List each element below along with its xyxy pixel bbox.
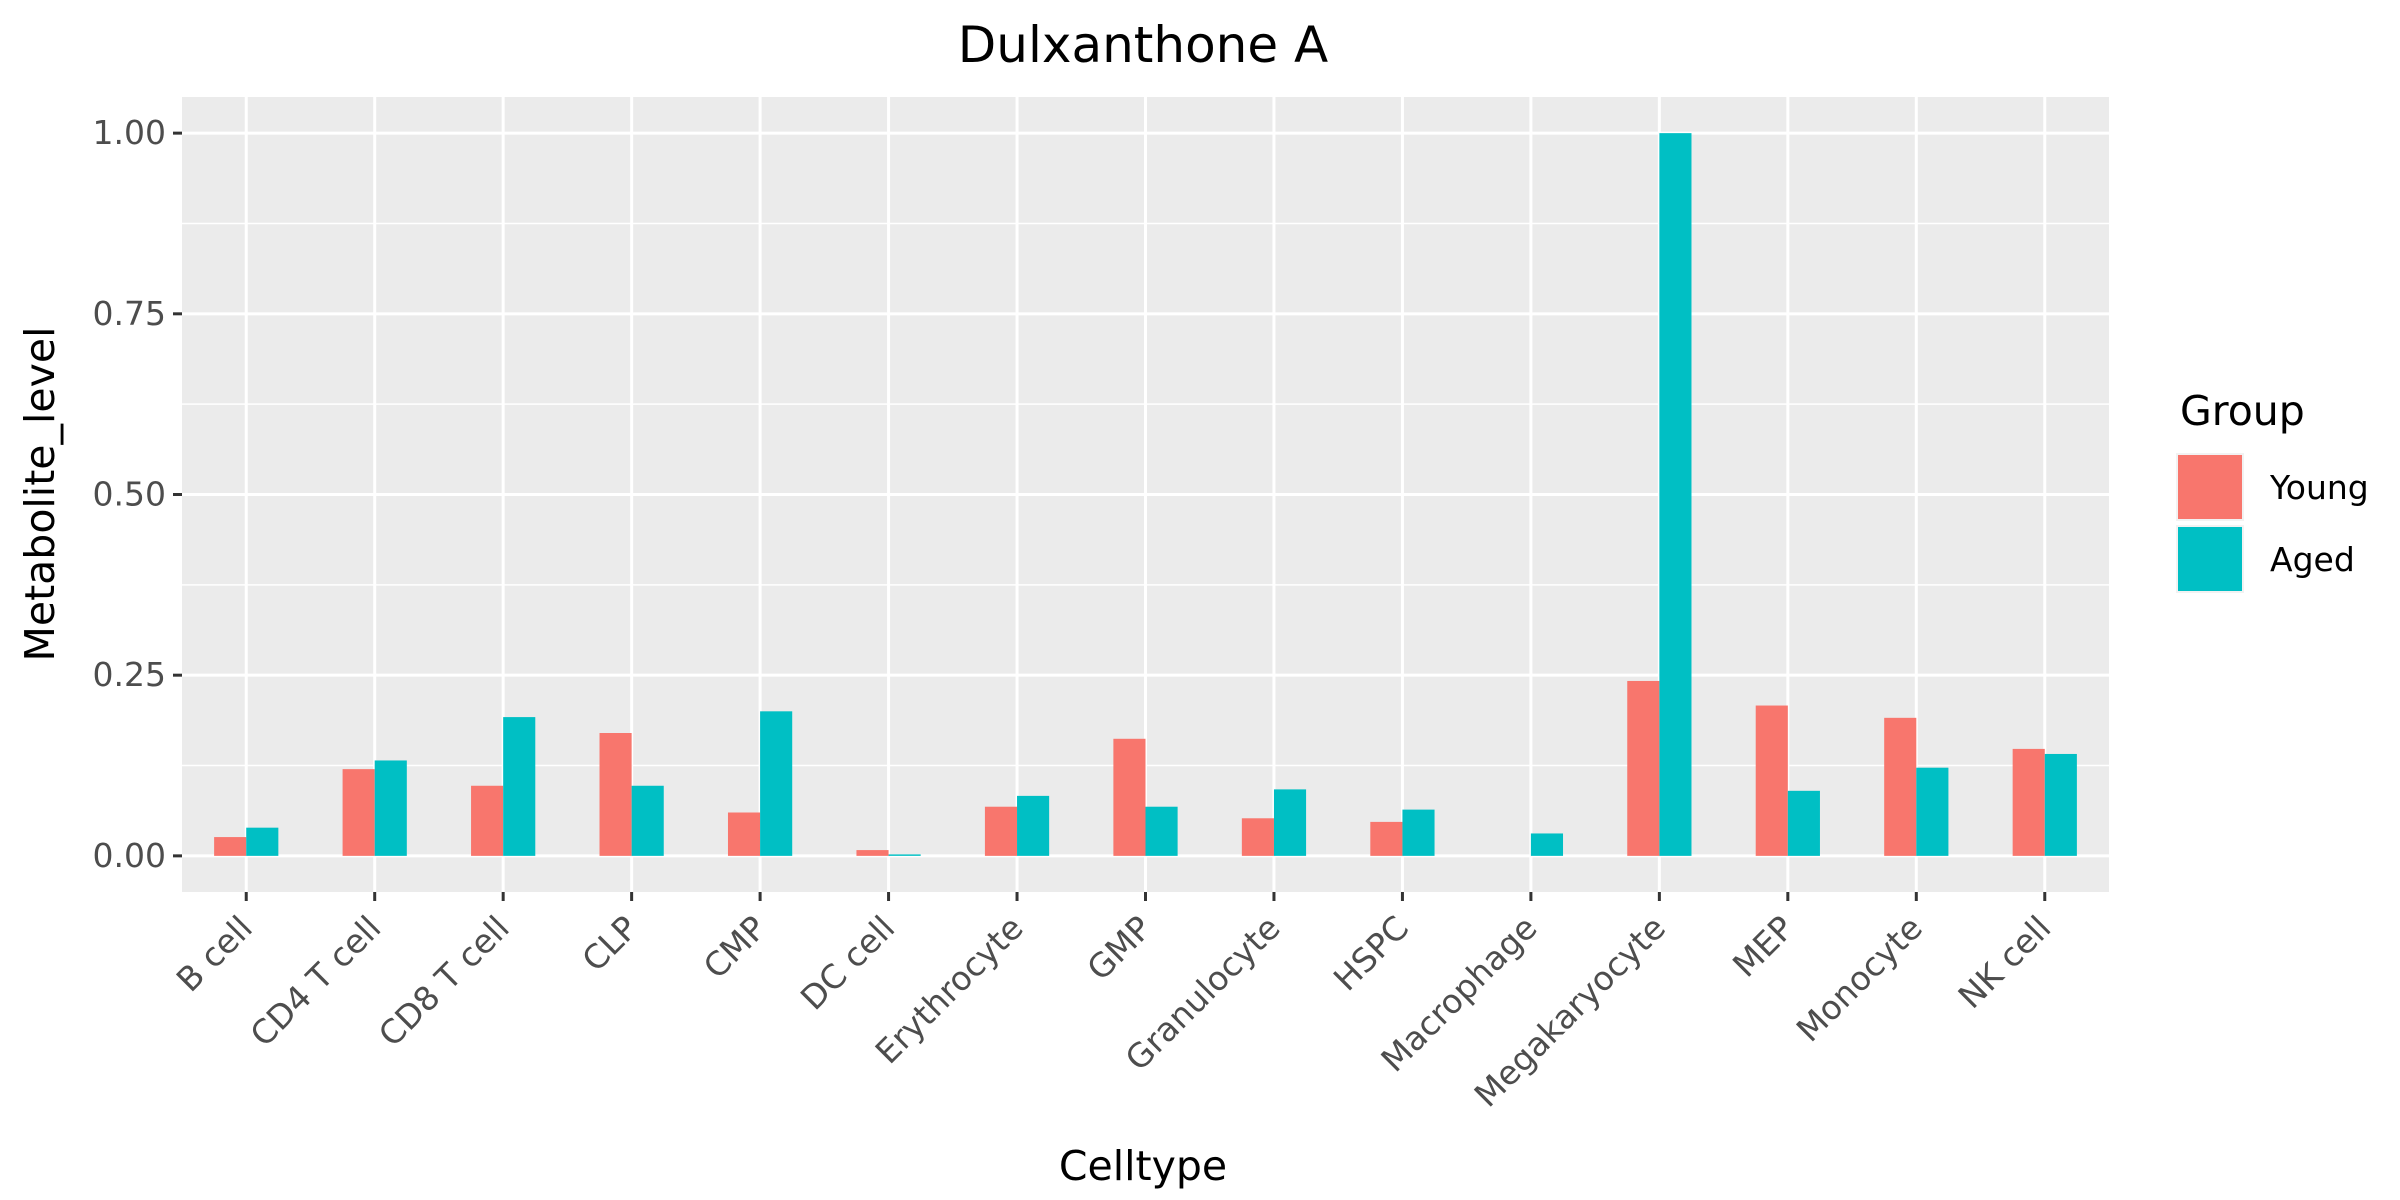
- y-tick-label: 0.00: [93, 836, 166, 875]
- bar-aged-10: [1530, 833, 1564, 856]
- bar-young-14: [2012, 748, 2045, 856]
- x-tick-label: B cell: [169, 908, 260, 999]
- x-tick-label: GMP: [1079, 908, 1159, 988]
- x-axis-title: Celltype: [1059, 1142, 1227, 1190]
- bar-aged-8: [1273, 789, 1307, 856]
- y-tick-label: 1.00: [93, 113, 166, 152]
- bar-aged-0: [246, 827, 279, 856]
- bar-young-11: [1627, 680, 1660, 856]
- x-tick-label: MEP: [1725, 908, 1802, 985]
- bar-young-6: [984, 806, 1018, 856]
- x-tick-label: CMP: [696, 908, 774, 986]
- chart-title: Dulxanthone A: [958, 16, 1328, 74]
- grid-lines: [182, 97, 2109, 892]
- bar-aged-3: [631, 785, 664, 856]
- x-tick-label: Monocyte: [1789, 908, 1930, 1049]
- bar-young-13: [1884, 717, 1917, 856]
- x-tick-label: CD8 T cell: [371, 908, 517, 1054]
- bar-aged-2: [503, 717, 536, 856]
- bar-young-2: [471, 785, 504, 856]
- bar-young-3: [599, 733, 632, 856]
- bar-young-1: [342, 769, 375, 856]
- bar-young-8: [1241, 818, 1274, 856]
- bar-young-0: [214, 837, 247, 856]
- legend-title: Group: [2180, 387, 2305, 435]
- bar-aged-13: [1916, 767, 1949, 856]
- x-tick-label: CLP: [574, 908, 645, 979]
- x-tick-label: NK cell: [1951, 908, 2059, 1016]
- legend-label-aged: Aged: [2270, 540, 2355, 579]
- x-tick-label: CD4 T cell: [242, 908, 388, 1054]
- bar-young-7: [1113, 738, 1146, 856]
- legend-key-aged: [2178, 527, 2242, 591]
- y-axis-title: Metabolite_level: [16, 327, 64, 662]
- y-tick-label: 0.75: [93, 294, 166, 333]
- bar-aged-9: [1402, 809, 1435, 856]
- bar-young-5: [856, 850, 889, 856]
- legend: Group Young Aged: [2176, 387, 2369, 593]
- y-tick-label: 0.50: [93, 475, 166, 514]
- bar-aged-5: [888, 854, 921, 856]
- bar-aged-7: [1145, 806, 1178, 856]
- bar-aged-14: [2044, 753, 2077, 856]
- y-tick-label: 0.25: [93, 655, 166, 694]
- x-tick-label: HSPC: [1326, 908, 1416, 998]
- bars: [214, 133, 2077, 856]
- x-tick-label: DC cell: [793, 908, 902, 1017]
- legend-key-young: [2178, 455, 2242, 519]
- bar-aged-12: [1787, 790, 1820, 856]
- bar-aged-1: [374, 760, 407, 856]
- bar-young-9: [1370, 821, 1403, 856]
- bar-aged-6: [1017, 795, 1050, 856]
- bar-aged-4: [760, 711, 793, 856]
- bar-young-4: [727, 812, 761, 856]
- legend-label-young: Young: [2269, 468, 2369, 507]
- bar-young-12: [1755, 705, 1788, 856]
- bar-aged-11: [1659, 133, 1692, 856]
